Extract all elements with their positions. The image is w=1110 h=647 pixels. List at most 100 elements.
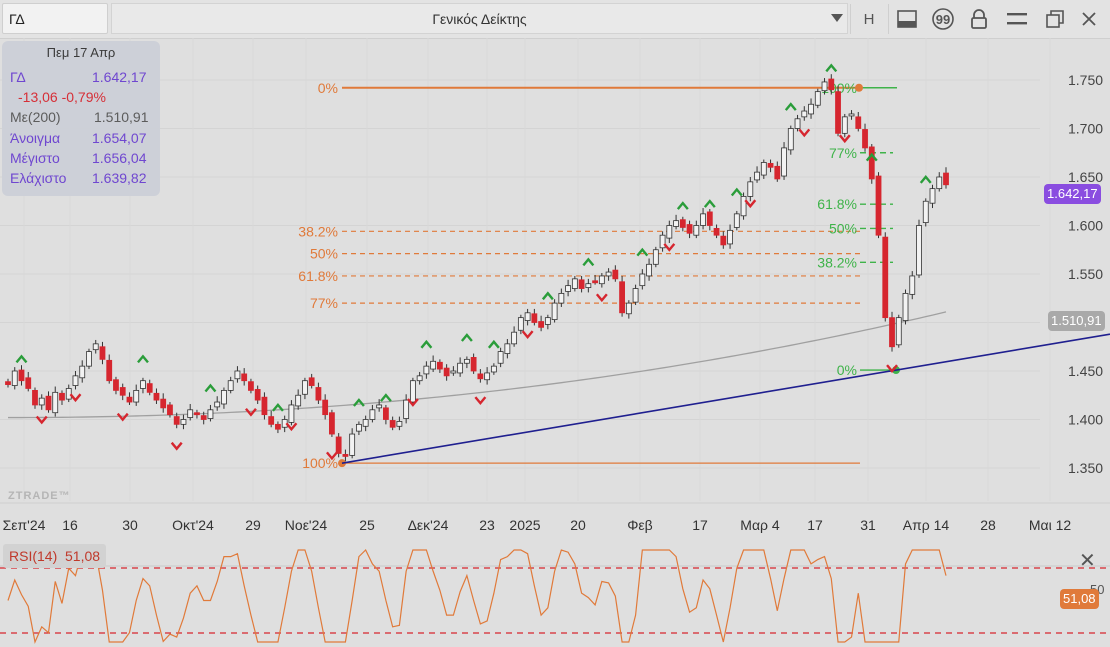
up-arrow-icon bbox=[636, 247, 649, 257]
candle-body bbox=[349, 433, 356, 456]
price-tick-label: 1.650 bbox=[1068, 169, 1103, 185]
candle-body bbox=[126, 396, 133, 403]
candle-body bbox=[477, 373, 484, 380]
info-symbol: ΓΔ bbox=[10, 69, 26, 85]
candle-body bbox=[916, 225, 922, 276]
candle-body bbox=[652, 249, 659, 265]
fibonacci-lines[interactable]: 0%38.2%50%61.8%77%100%100%77%61.8%50%38.… bbox=[298, 80, 900, 471]
chevron-down-icon[interactable] bbox=[831, 14, 843, 22]
menu-icon[interactable] bbox=[1002, 4, 1032, 34]
candle-body bbox=[639, 273, 646, 287]
candle-body bbox=[99, 346, 106, 360]
candle-body bbox=[646, 263, 652, 277]
candle-body bbox=[713, 228, 720, 236]
up-arrow-icon bbox=[460, 333, 473, 342]
candle-body bbox=[936, 176, 943, 190]
candle-body bbox=[875, 175, 882, 236]
up-arrow-icon bbox=[352, 398, 365, 407]
trend-segment bbox=[341, 333, 1110, 464]
info-low-label: Ελάχιστο bbox=[10, 170, 67, 186]
candle-body bbox=[511, 331, 518, 345]
candle-body bbox=[828, 78, 835, 91]
candle-body bbox=[821, 81, 828, 92]
candle-body bbox=[241, 373, 248, 382]
candle-body bbox=[544, 317, 551, 325]
rsi-value-tag: 51,08 bbox=[1060, 589, 1099, 609]
date-axis: Σεπ'24 16 30 Οκτ'24 29 Νοε'24 25 Δεκ'24 23 2025 20… bbox=[3, 517, 1072, 533]
candle-body bbox=[679, 219, 686, 228]
up-arrow-icon bbox=[730, 187, 743, 197]
candle-body bbox=[625, 302, 632, 315]
candle-body bbox=[814, 91, 821, 106]
fib-left-label: 100% bbox=[302, 455, 338, 471]
candle-body bbox=[902, 292, 909, 321]
up-arrow-icon bbox=[420, 339, 433, 349]
candle-body bbox=[767, 163, 774, 168]
price-chart[interactable]: 0%38.2%50%61.8%77%100%100%77%61.8%50%38.… bbox=[0, 38, 1110, 647]
trend-line[interactable] bbox=[341, 333, 1110, 464]
date-tick-label: 29 bbox=[245, 517, 261, 533]
candle-body bbox=[207, 409, 214, 419]
candle-body bbox=[862, 129, 868, 149]
date-tick-label: 16 bbox=[62, 517, 78, 533]
candle-body bbox=[943, 172, 949, 186]
candle-body bbox=[140, 380, 146, 389]
lock-icon[interactable] bbox=[964, 4, 994, 34]
close-icon[interactable] bbox=[1074, 4, 1104, 34]
candle-body bbox=[18, 369, 25, 382]
candle-body bbox=[315, 387, 322, 401]
ma200-path bbox=[7, 311, 947, 419]
candle-body bbox=[720, 235, 727, 246]
candle-body bbox=[356, 423, 362, 432]
candle-body bbox=[463, 358, 470, 364]
candle-body bbox=[436, 361, 443, 370]
down-arrow-icon bbox=[170, 441, 183, 451]
candle-body bbox=[855, 116, 862, 129]
instrument-name-select[interactable]: Γενικός Δείκτης bbox=[111, 3, 848, 34]
interval-button[interactable]: H bbox=[863, 10, 875, 28]
up-arrow-icon bbox=[15, 354, 28, 364]
info-low-value: 1.639,82 bbox=[92, 170, 147, 186]
candle-body bbox=[578, 279, 585, 289]
ma200-line bbox=[7, 311, 947, 419]
candle-body bbox=[302, 380, 308, 395]
candle-body bbox=[612, 269, 619, 280]
candle-body bbox=[490, 365, 497, 373]
quote-icon[interactable]: 99 bbox=[928, 4, 958, 34]
down-arrow-icon bbox=[245, 407, 257, 417]
candle-body bbox=[106, 359, 113, 382]
candle-body bbox=[666, 225, 673, 239]
watermark: ZTRADE™ bbox=[8, 490, 71, 502]
instrument-name: Γενικός Δείκτης bbox=[432, 11, 527, 27]
down-arrow-icon bbox=[406, 398, 419, 407]
candle-body bbox=[153, 392, 160, 401]
candle-body bbox=[308, 377, 315, 386]
restore-window-icon[interactable] bbox=[1040, 4, 1070, 34]
rsi-close-icon[interactable]: ✕ bbox=[1079, 550, 1096, 572]
date-tick-label: 20 bbox=[570, 517, 586, 533]
candle-body bbox=[619, 281, 625, 314]
rsi-panel: 50 bbox=[0, 548, 1110, 644]
info-ma-label: Με(200) bbox=[10, 109, 61, 125]
fib-right-label: 0% bbox=[837, 362, 857, 378]
info-ma-value: 1.510,91 bbox=[94, 109, 149, 125]
candle-body bbox=[52, 391, 59, 414]
candle-body bbox=[760, 162, 767, 176]
down-arrow-icon bbox=[35, 415, 48, 425]
fib-right-label: 38.2% bbox=[817, 254, 857, 270]
candle-body bbox=[484, 372, 491, 381]
date-tick-label: 2025 bbox=[509, 517, 540, 533]
date-tick-label: Μαρ 4 bbox=[740, 517, 780, 533]
candle-body bbox=[416, 375, 423, 382]
candle-body bbox=[173, 416, 180, 425]
top-toolbar: ΓΔ Γενικός Δείκτης H 99 bbox=[0, 0, 1110, 39]
symbol-input[interactable]: ΓΔ bbox=[2, 3, 108, 34]
date-tick-label: Νοε'24 bbox=[285, 517, 328, 533]
panel-icon[interactable] bbox=[892, 4, 922, 34]
date-tick-label: Οκτ'24 bbox=[172, 517, 214, 533]
rsi-name: RSI(14) bbox=[9, 548, 58, 564]
fib-left-label: 38.2% bbox=[298, 223, 338, 239]
toolbar-divider bbox=[888, 4, 889, 34]
candle-body bbox=[774, 165, 781, 180]
candle-body bbox=[794, 118, 801, 129]
